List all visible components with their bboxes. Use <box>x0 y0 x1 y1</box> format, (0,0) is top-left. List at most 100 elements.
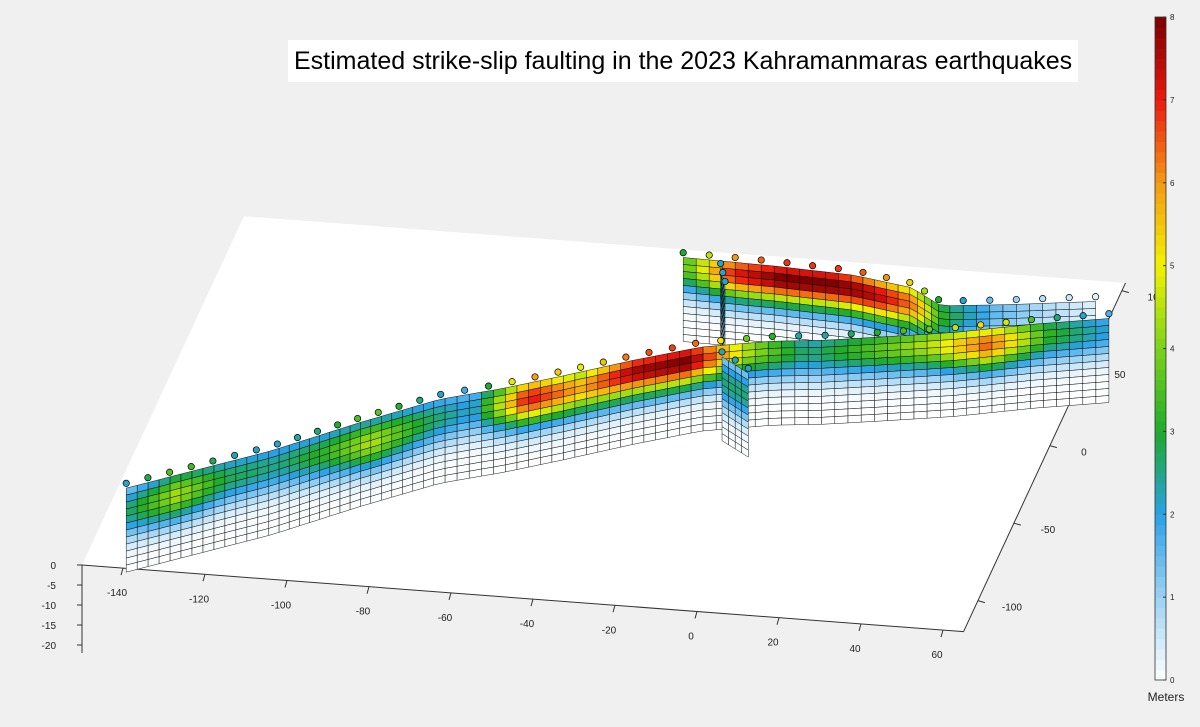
colorbar-segment <box>1155 338 1166 350</box>
slip-cell <box>834 345 849 354</box>
slip-cell <box>834 415 849 424</box>
slip-cell <box>1095 395 1110 404</box>
colorbar-segment <box>1155 79 1166 91</box>
surface-slip-point <box>554 368 562 376</box>
colorbar-segment <box>1155 659 1166 671</box>
slip-cell <box>821 381 836 390</box>
slip-cell <box>767 389 782 398</box>
slip-cell <box>1095 374 1110 383</box>
colorbar-segment <box>1155 48 1166 60</box>
surface-slip-point <box>859 268 867 276</box>
slip-cell <box>940 367 954 376</box>
x-tick-mark <box>448 592 452 601</box>
colorbar-segment <box>1155 255 1166 267</box>
slip-cell <box>926 354 941 363</box>
slip-cell <box>767 361 782 370</box>
slip-cell <box>1017 401 1031 411</box>
surface-slip-point <box>882 273 890 282</box>
x-tick-label: -100 <box>271 601 291 612</box>
slip-cell <box>741 356 756 365</box>
surface-slip-point <box>821 331 829 339</box>
surface-slip-point <box>187 463 195 471</box>
slip-cell <box>1069 390 1084 399</box>
colorbar-segment <box>1155 120 1166 132</box>
slip-cell <box>874 385 888 394</box>
slip-cell <box>807 361 822 369</box>
surface-slip-point <box>577 363 585 371</box>
colorbar-tick-label: 8 <box>1170 13 1175 22</box>
slip-cell <box>887 412 902 421</box>
surface-slip-point <box>721 277 729 286</box>
surface-slip-point <box>209 457 217 465</box>
slip-cell <box>781 410 796 419</box>
slip-cell <box>821 374 836 383</box>
colorbar-segment <box>1155 110 1166 122</box>
slip-cell <box>1002 311 1017 319</box>
colorbar-segment <box>1155 99 1166 111</box>
x-tick-mark <box>366 586 370 594</box>
surface-slip-point <box>1092 293 1100 301</box>
x-tick-mark <box>530 598 534 607</box>
z-axis-ticks: 0 -5 -10 -15 -20 <box>42 561 82 652</box>
slip-cell <box>1043 336 1057 345</box>
surface-slip-point <box>231 451 239 459</box>
colorbar-segment <box>1155 182 1166 194</box>
slip-cell <box>767 417 782 426</box>
slip-cell <box>754 369 769 378</box>
slip-cell <box>860 365 875 374</box>
slip-cell <box>913 410 928 420</box>
slip-cell <box>794 417 809 426</box>
slip-cell <box>1056 398 1070 407</box>
colorbar-segment <box>1155 317 1166 329</box>
colorbar-segment <box>1155 58 1166 70</box>
surface-slip-point <box>354 414 362 423</box>
colorbar-segment <box>1155 151 1166 163</box>
slip-cell <box>1069 397 1084 406</box>
slip-cell <box>821 409 836 418</box>
x-tick-mark <box>858 623 862 632</box>
slip-cell <box>1082 382 1097 391</box>
slip-cell <box>767 340 782 349</box>
slip-cell <box>781 403 796 412</box>
colorbar-segment <box>1155 534 1166 546</box>
colorbar-segment <box>1155 234 1166 246</box>
colorbar-segment <box>1155 327 1166 339</box>
slip-cell <box>1043 371 1057 380</box>
slip-cell <box>1056 391 1070 400</box>
slip-cell <box>940 374 954 383</box>
y-tick-mark <box>1049 445 1058 449</box>
slip-cell <box>1016 310 1030 319</box>
surface-slip-point <box>122 479 130 487</box>
slip-cell <box>874 392 888 401</box>
slip-cell <box>976 311 991 320</box>
surface-slip-point <box>484 382 493 390</box>
slip-cell <box>807 389 822 397</box>
y-tick-mark <box>1013 522 1022 526</box>
x-tick-label: -120 <box>189 594 209 605</box>
colorbar-segment <box>1155 431 1166 443</box>
surface-slip-point <box>599 358 607 366</box>
surface-slip-point <box>313 427 322 435</box>
slip-cell <box>1082 396 1097 405</box>
slip-cell <box>1030 372 1044 381</box>
slip-cell <box>794 375 809 384</box>
slip-cell <box>781 375 796 384</box>
slip-cell <box>1056 363 1070 372</box>
colorbar-segment <box>1155 162 1166 173</box>
slip-cell <box>702 366 717 376</box>
colorbar-segment <box>1155 68 1166 80</box>
slip-cell <box>1095 353 1110 362</box>
y-tick-label: 50 <box>1114 370 1126 381</box>
slip-cell <box>807 396 822 404</box>
slip-cell <box>1056 384 1070 393</box>
slip-cell <box>900 383 915 393</box>
slip-cell <box>913 368 928 378</box>
slip-cell <box>847 365 862 375</box>
colorbar-segment <box>1155 286 1166 298</box>
slip-cell <box>887 377 902 386</box>
slip-cell <box>900 355 915 365</box>
slip-cell <box>847 414 862 424</box>
slip-cell <box>926 410 941 419</box>
slip-cell <box>781 340 796 349</box>
